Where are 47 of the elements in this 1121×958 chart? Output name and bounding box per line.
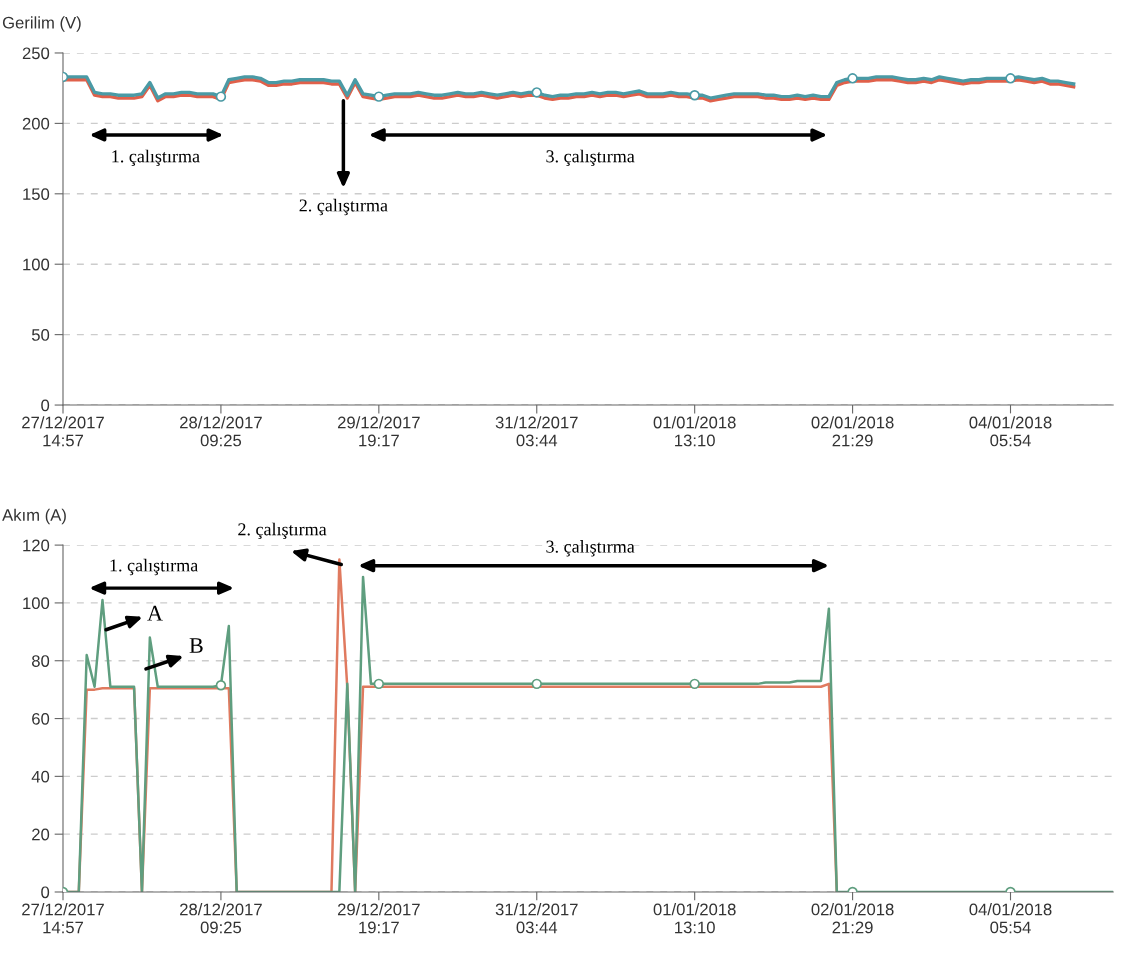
- point: [373, 91, 385, 102]
- y-tick-label: 250: [22, 47, 50, 60]
- x-tick-label: 02/01/2018 21:29: [811, 903, 894, 934]
- x-tick-label: 29/12/2017 19:17: [337, 903, 420, 934]
- y-axis-title: Akım (A): [2, 508, 66, 525]
- x-tick-label: 27/12/2017 14:57: [22, 903, 104, 934]
- point: [689, 678, 700, 690]
- x-tick-label: 01/01/2018 13:10: [653, 903, 736, 934]
- x-tick-label: 31/12/2017 03:44: [495, 416, 578, 447]
- x-tick-label: 02/01/2018 21:29: [811, 416, 894, 447]
- point: [215, 91, 227, 102]
- annotation: A: [147, 605, 163, 621]
- y-tick-label: 100: [23, 258, 50, 271]
- annotation: 3. çalıştırma: [546, 540, 635, 557]
- y-tick-label: 40: [31, 770, 50, 783]
- y-tick-label: 0: [41, 399, 50, 412]
- annotation: 1. çalıştırma: [112, 149, 200, 167]
- point: [847, 73, 858, 84]
- y-tick-label: 20: [32, 828, 50, 841]
- annotation: 1. çalıştırma: [110, 558, 198, 576]
- x-tick-label: 27/12/2017 14:57: [22, 416, 104, 447]
- y-tick-label: 60: [32, 712, 50, 725]
- x-tick-label: 31/12/2017 03:44: [495, 903, 578, 934]
- x-tick-label: 01/01/2018 13:10: [653, 416, 736, 447]
- point: [1005, 73, 1016, 84]
- x-tick-label: 28/12/2017 09:25: [180, 903, 262, 934]
- text: 2. çalıştırma: [238, 522, 327, 540]
- point: [531, 87, 542, 98]
- y-tick-label: 100: [23, 597, 50, 610]
- x-tick-label: 04/01/2018 05:54: [969, 903, 1052, 934]
- y-tick-label: 120: [23, 539, 50, 552]
- y-tick-label: 50: [31, 329, 50, 341]
- point: [373, 678, 385, 690]
- x-tick-label: 28/12/2017 09:25: [180, 416, 262, 447]
- y-tick-label: 150: [23, 188, 50, 201]
- annotation: 3. çalıştırma: [546, 149, 635, 167]
- y-axis-title: Gerilim (V): [2, 16, 81, 32]
- y-tick-label: 0: [41, 886, 50, 899]
- x-tick-label: 29/12/2017 19:17: [337, 416, 420, 447]
- y-tick-label: 200: [22, 117, 50, 130]
- x-tick-label: 04/01/2018 05:54: [969, 416, 1052, 447]
- point: [689, 89, 700, 101]
- point: [215, 680, 227, 691]
- point: [531, 678, 542, 690]
- annotation: B: [189, 638, 203, 653]
- annotation: 2. çalıştırma: [299, 198, 388, 216]
- y-tick-label: 80: [31, 655, 50, 667]
